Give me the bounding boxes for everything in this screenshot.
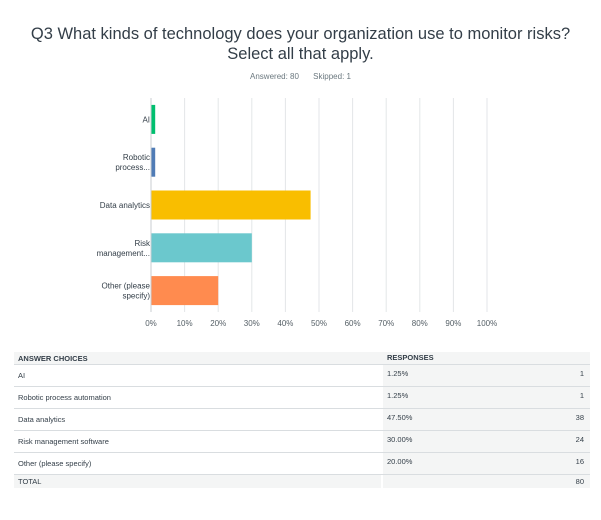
response-percent: 1.25%	[383, 364, 508, 387]
x-tick-label: 50%	[311, 319, 327, 328]
bar	[151, 104, 156, 134]
x-tick-label: 20%	[210, 319, 226, 328]
total-label: TOTAL	[14, 474, 381, 488]
table-row: AI 1.25% 1	[14, 364, 590, 387]
answered-count: Answered: 80	[250, 72, 299, 81]
header-responses: RESPONSES	[383, 352, 590, 365]
table-row: Other (please specify) 20.00% 16	[14, 452, 590, 475]
category-label: process...	[115, 163, 150, 172]
category-label: specify)	[122, 292, 150, 301]
results-table: ANSWER CHOICES RESPONSES AI 1.25% 1 Robotic…	[14, 352, 590, 488]
x-tick-label: 80%	[412, 319, 428, 328]
total-count: 80	[508, 474, 590, 488]
x-tick-label: 30%	[244, 319, 260, 328]
response-percent: 30.00%	[383, 430, 508, 453]
response-percent: 47.50%	[383, 408, 508, 431]
table-row: Risk management software 30.00% 24	[14, 430, 590, 453]
answer-choice-label: Data analytics	[14, 408, 381, 431]
category-label: AI	[142, 115, 150, 124]
header-answer-choices: ANSWER CHOICES	[14, 352, 381, 365]
x-tick-label: 60%	[345, 319, 361, 328]
bar	[151, 190, 311, 220]
response-percent: 20.00%	[383, 452, 508, 475]
response-count: 38	[508, 408, 590, 431]
bar	[151, 276, 219, 306]
bar	[151, 147, 156, 177]
response-count: 16	[508, 452, 590, 475]
question-title-line1: Q3 What kinds of technology does your or…	[30, 25, 571, 43]
response-count: 1	[508, 386, 590, 409]
table-row: Data analytics 47.50% 38	[14, 408, 590, 431]
category-label: Robotic	[123, 153, 150, 162]
response-stats: Answered: 80 Skipped: 1	[0, 72, 601, 81]
bar-chart: 0% 10% 20% 30% 40% 50% 60% 70% 80% 90% 100% AI Robot…	[97, 98, 497, 328]
x-tick-label: 10%	[177, 319, 193, 328]
answer-choice-label: AI	[14, 364, 381, 387]
table-header-row: ANSWER CHOICES RESPONSES	[14, 352, 590, 365]
category-label: management...	[97, 249, 150, 258]
table-total-row: TOTAL 80	[14, 474, 590, 488]
category-label: Risk	[134, 239, 151, 248]
response-count: 1	[508, 364, 590, 387]
question-title: Q3 What kinds of technology does your or…	[0, 24, 601, 64]
category-label: Other (please	[102, 282, 151, 291]
answer-choice-label: Robotic process automation	[14, 386, 381, 409]
x-tick-label: 40%	[277, 319, 293, 328]
bar	[151, 233, 252, 263]
x-tick-label: 0%	[145, 319, 157, 328]
x-tick-label: 90%	[445, 319, 461, 328]
category-label: Data analytics	[100, 201, 150, 210]
x-tick-label: 100%	[477, 319, 497, 328]
table-row: Robotic process automation 1.25% 1	[14, 386, 590, 409]
response-percent: 1.25%	[383, 386, 508, 409]
answer-choice-label: Risk management software	[14, 430, 381, 453]
response-count: 24	[508, 430, 590, 453]
skipped-count: Skipped: 1	[313, 72, 351, 81]
answer-choice-label: Other (please specify)	[14, 452, 381, 475]
question-title-line2: Select all that apply.	[227, 45, 374, 63]
x-tick-label: 70%	[378, 319, 394, 328]
